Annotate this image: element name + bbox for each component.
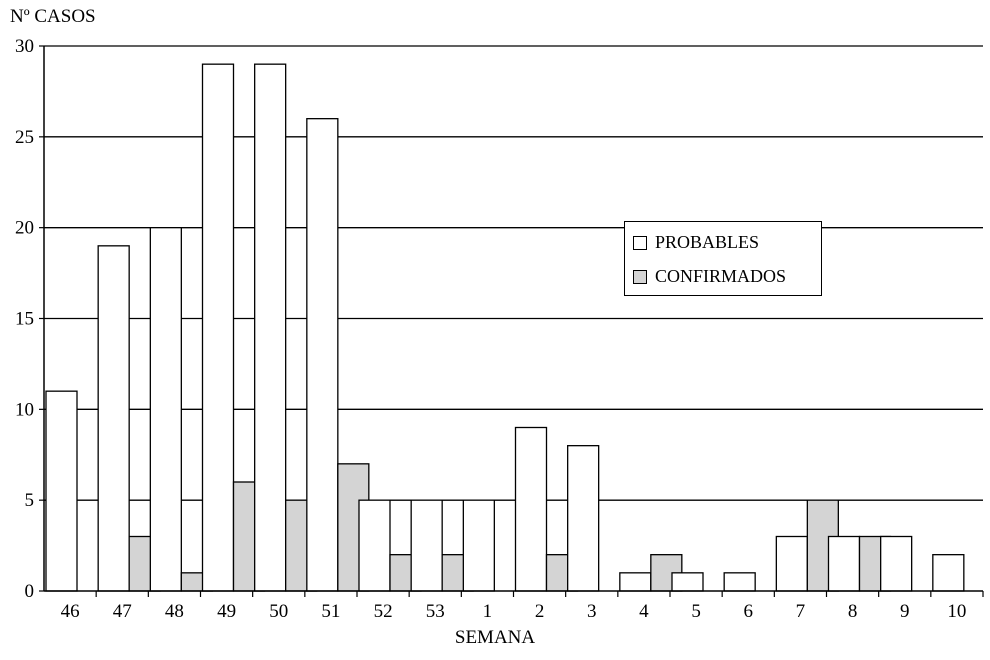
x-tick-label: 2 [535,601,545,622]
legend: PROBABLES CONFIRMADOS [624,221,822,296]
bar-probables-6 [723,572,756,592]
y-tick-label: 20 [15,218,34,239]
bar-probables-49 [201,63,235,592]
y-tick-label: 5 [25,490,35,511]
x-axis-title: SEMANA [454,627,536,648]
bar-probables-10 [932,554,965,592]
bar-probables-50 [254,63,287,592]
y-tick-label: 15 [15,309,34,330]
x-tick-label: 51 [321,601,340,622]
legend-item-confirmados: CONFIRMADOS [633,266,786,287]
bar-probables-53 [410,499,443,592]
x-tick-label: 49 [217,601,236,622]
bar-probables-5 [671,572,704,592]
x-tick-label: 4 [639,601,649,622]
bar-probables-51 [306,118,339,592]
tick-labels: 0 5 10 15 20 25 30 46 47 48 49 50 51 52 53 1 2 3 4 5 6 7 8 9 10 [15,36,966,622]
bar-probables-1 [462,499,495,592]
bar-probables-48 [149,227,182,592]
bar-probables-3 [567,445,600,592]
bar-probables-46 [45,390,78,592]
y-tick-label: 25 [15,127,34,148]
x-tick-label: 6 [744,601,754,622]
x-tick-label: 5 [691,601,701,622]
x-tick-label: 3 [587,601,597,622]
x-tick-label: 52 [374,601,393,622]
x-tick-label: 10 [947,601,966,622]
legend-label-probables: PROBABLES [655,232,760,252]
y-axis-title: Nº CASOS [10,6,96,27]
axes [39,45,984,597]
legend-item-probables: PROBABLES [633,232,759,253]
bar-probables-4 [619,572,652,592]
bar-probables-2 [514,426,548,592]
x-tick-label: 46 [61,601,80,622]
x-tick-label: 7 [796,601,806,622]
bars [45,63,965,592]
x-tick-label: 1 [483,601,493,622]
x-tick-label: 53 [426,601,445,622]
bar-probables-9 [880,535,913,592]
bar-probables-52 [358,499,391,592]
bar-probables-7 [775,535,808,592]
x-tick-label: 48 [165,601,184,622]
x-tick-label: 47 [113,601,132,622]
gridlines [44,45,983,501]
x-tick-label: 50 [269,601,288,622]
x-tick-label: 9 [900,601,910,622]
y-tick-label: 0 [25,581,35,602]
x-tick-label: 8 [848,601,858,622]
legend-label-confirmados: CONFIRMADOS [655,266,787,286]
legend-swatch-probables [633,235,647,250]
y-tick-label: 10 [15,399,34,420]
y-tick-label: 30 [15,36,34,57]
bar-probables-8 [827,535,861,592]
legend-swatch-confirmados [633,269,647,284]
bar-probables-47 [97,245,130,592]
